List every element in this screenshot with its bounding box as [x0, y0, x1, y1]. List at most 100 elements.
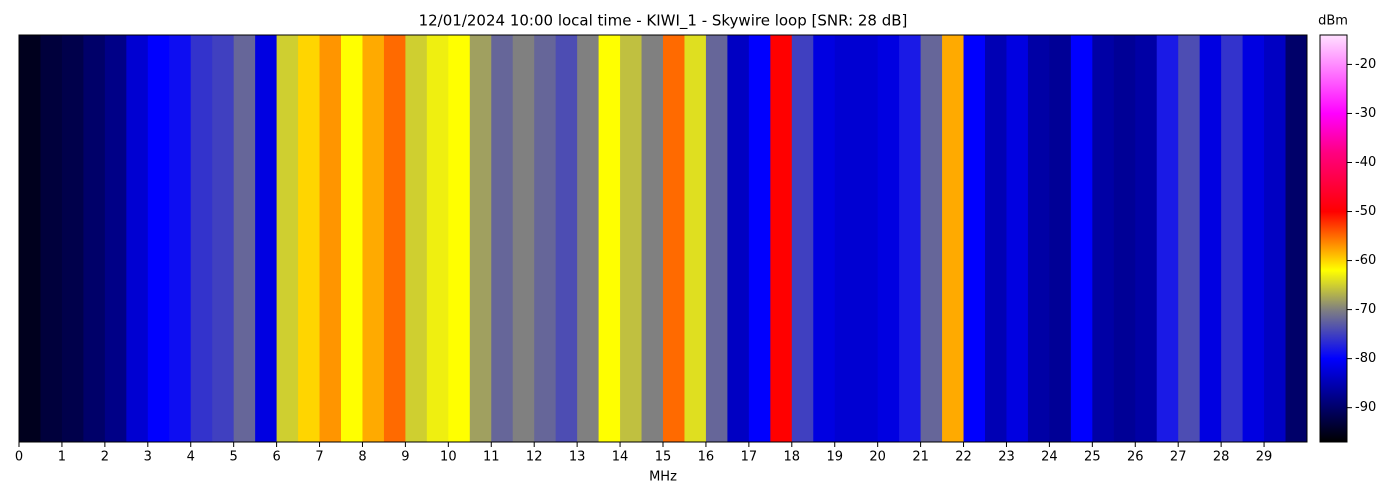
x-tick-label: 10	[440, 450, 457, 465]
x-tick-label: 9	[401, 450, 409, 465]
x-tick-label: 14	[612, 450, 629, 465]
spectrum-band	[126, 35, 149, 442]
colorbar-label: dBm	[1318, 14, 1348, 29]
spectrum-band	[255, 35, 278, 442]
x-tick-label: 27	[1170, 450, 1187, 465]
spectrum-band	[727, 35, 750, 442]
spectrum-band	[663, 35, 685, 442]
spectrum-band	[684, 35, 707, 442]
x-tick-label: 17	[741, 450, 758, 465]
colorbar-tick-label: -40	[1355, 155, 1376, 170]
spectrum-band	[534, 35, 557, 442]
spectrum-band	[383, 35, 406, 442]
spectrum-band	[40, 35, 63, 442]
spectrum-band	[1049, 35, 1072, 442]
x-tick-label: 1	[58, 450, 66, 465]
colorbar-tick-label: -80	[1355, 351, 1376, 366]
plot-area	[19, 35, 1308, 442]
spectrum-band	[577, 35, 600, 442]
x-tick-label: 19	[826, 450, 843, 465]
x-tick-label: 11	[483, 450, 500, 465]
spectrum-band	[83, 35, 106, 442]
spectrum-band	[834, 35, 857, 442]
spectrum-band	[1070, 35, 1093, 442]
x-tick-label: 22	[955, 450, 972, 465]
spectrum-band	[555, 35, 578, 442]
x-axis-label: MHz	[649, 470, 677, 485]
colorbar-tick-label: -90	[1355, 400, 1376, 415]
spectrum-band	[985, 35, 1007, 442]
x-tick-label: 24	[1041, 450, 1058, 465]
spectrum-band	[705, 35, 728, 442]
x-tick-label: 4	[187, 450, 195, 465]
spectrum-band	[1199, 35, 1222, 442]
x-tick-label: 0	[15, 450, 23, 465]
x-tick-label: 20	[869, 450, 886, 465]
spectrum-band	[1221, 35, 1244, 442]
spectrum-band	[963, 35, 986, 442]
spectrum-band	[512, 35, 535, 442]
spectrum-band	[469, 35, 492, 442]
x-tick-label: 23	[998, 450, 1015, 465]
spectrum-band	[856, 35, 879, 442]
spectrum-band	[298, 35, 321, 442]
spectrum-band	[1264, 35, 1287, 442]
spectrum-band	[1092, 35, 1115, 442]
spectrum-band	[319, 35, 342, 442]
spectrum-band	[1285, 35, 1308, 442]
x-tick-label: 29	[1256, 450, 1273, 465]
spectrum-band	[598, 35, 621, 442]
spectrum-band	[1113, 35, 1136, 442]
x-tick-label: 16	[698, 450, 715, 465]
spectrum-band	[341, 35, 363, 442]
spectrum-band	[276, 35, 299, 442]
spectrum-band	[448, 35, 471, 442]
spectrum-band	[942, 35, 965, 442]
spectrum-band	[920, 35, 943, 442]
spectrum-band	[1242, 35, 1265, 442]
spectrum-band	[899, 35, 922, 442]
spectrum-band	[233, 35, 256, 442]
colorbar-tick-label: -60	[1355, 253, 1376, 268]
x-tick-label: 15	[655, 450, 672, 465]
spectrum-band	[1135, 35, 1158, 442]
spectrum-band	[61, 35, 84, 442]
spectrum-band	[770, 35, 793, 442]
x-tick-label: 26	[1127, 450, 1144, 465]
x-tick-label: 7	[315, 450, 323, 465]
spectrum-band	[190, 35, 213, 442]
colorbar-tick-label: -70	[1355, 302, 1376, 317]
x-tick-label: 12	[526, 450, 543, 465]
spectrum-band	[212, 35, 235, 442]
spectrum-band	[362, 35, 385, 442]
spectrum-band	[405, 35, 428, 442]
spectrum-band	[426, 35, 449, 442]
spectrum-band	[1006, 35, 1029, 442]
spectrum-band	[19, 35, 41, 442]
spectrum-band	[169, 35, 192, 442]
x-tick-label: 8	[358, 450, 366, 465]
x-tick-label: 25	[1084, 450, 1101, 465]
spectrum-band	[620, 35, 643, 442]
spectrum-band	[491, 35, 514, 442]
spectrum-band	[1027, 35, 1050, 442]
chart-title: 12/01/2024 10:00 local time - KIWI_1 - S…	[419, 12, 908, 31]
x-tick-label: 6	[272, 450, 280, 465]
spectrum-band	[748, 35, 771, 442]
spectrum-band	[791, 35, 814, 442]
colorbar-tick-label: -50	[1355, 204, 1376, 219]
x-tick-label: 3	[144, 450, 152, 465]
x-tick-label: 5	[230, 450, 238, 465]
spectrum-band	[1178, 35, 1201, 442]
x-tick-label: 18	[784, 450, 801, 465]
x-tick-label: 13	[569, 450, 586, 465]
x-tick-label: 21	[912, 450, 929, 465]
colorbar-tick-label: -30	[1355, 106, 1376, 121]
colorbar	[1319, 34, 1348, 443]
spectrum-band	[1156, 35, 1179, 442]
spectrum-band	[641, 35, 664, 442]
spectrum-band	[813, 35, 836, 442]
colorbar-tick-label: -20	[1355, 57, 1376, 72]
spectrum-band	[104, 35, 127, 442]
